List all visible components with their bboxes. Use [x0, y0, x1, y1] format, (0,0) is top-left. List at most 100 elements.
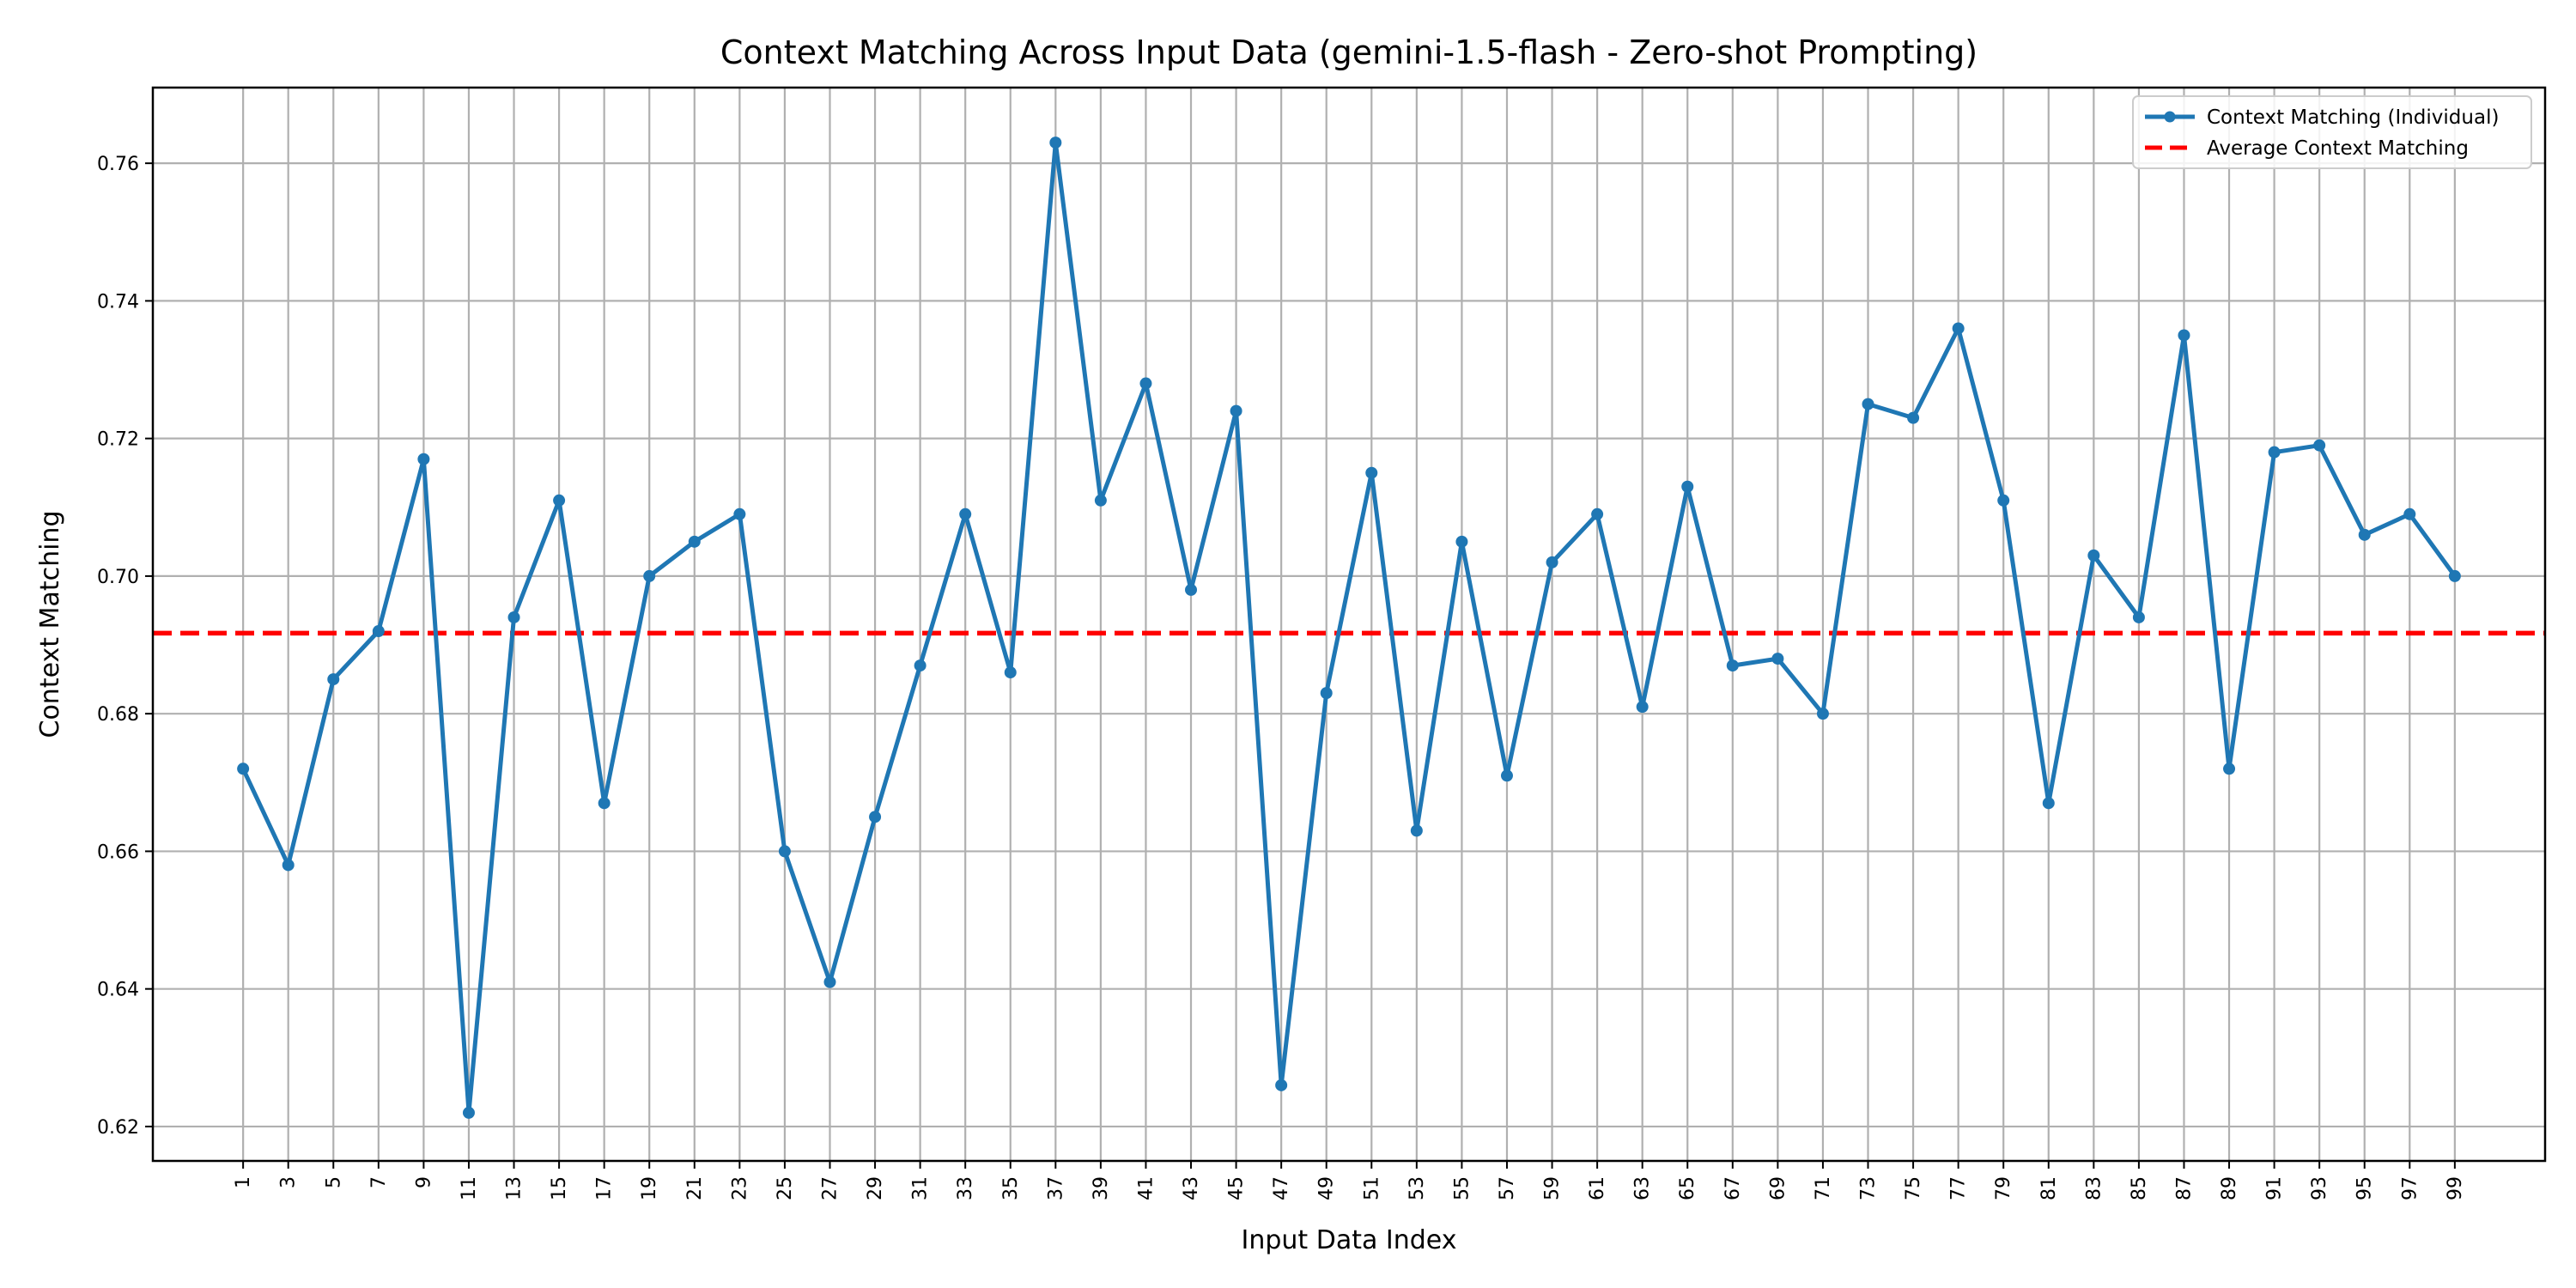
x-tick-label: 35 — [1000, 1176, 1022, 1200]
data-point — [553, 494, 566, 507]
legend-box — [2132, 95, 2532, 169]
legend-label-individual: Context Matching (Individual) — [2207, 106, 2499, 129]
x-tick-label: 11 — [459, 1176, 480, 1200]
x-tick-label: 59 — [1542, 1176, 1564, 1200]
x-tick-label: 95 — [2354, 1176, 2376, 1200]
y-tick-label: 0.74 — [97, 291, 139, 313]
y-tick-label: 0.62 — [97, 1117, 139, 1139]
data-point — [1320, 687, 1333, 700]
x-tick-label: 55 — [1451, 1176, 1473, 1200]
data-point — [1997, 494, 2010, 507]
data-points — [237, 137, 2461, 1119]
x-tick-label: 39 — [1091, 1176, 1112, 1200]
x-tick-label: 9 — [413, 1176, 434, 1188]
data-point — [1681, 480, 1694, 493]
x-tick-label: 17 — [594, 1176, 616, 1200]
y-axis-ticks: 0.62 0.64 0.66 0.68 0.70 0.72 0.74 0.76 — [97, 154, 153, 1139]
data-point — [1365, 466, 1378, 479]
data-point — [1771, 653, 1784, 665]
x-tick-label: 19 — [639, 1176, 660, 1200]
y-axis-label: Context Matching — [35, 511, 65, 738]
x-tick-label: 89 — [2219, 1176, 2240, 1200]
x-tick-label: 67 — [1722, 1176, 1744, 1200]
x-tick-label: 75 — [1903, 1176, 1924, 1200]
data-point — [598, 797, 611, 810]
x-tick-label: 51 — [1361, 1176, 1382, 1200]
x-tick-label: 91 — [2264, 1176, 2286, 1200]
data-point — [1816, 708, 1829, 720]
x-tick-label: 29 — [865, 1176, 886, 1200]
series-line-layer — [240, 140, 2457, 1115]
x-tick-label: 69 — [1767, 1176, 1789, 1200]
x-tick-label: 5 — [323, 1176, 344, 1188]
data-point — [1636, 701, 1649, 714]
data-point — [1862, 398, 1874, 410]
x-tick-label: 87 — [2173, 1176, 2195, 1200]
data-point — [1546, 556, 1558, 568]
x-tick-label: 31 — [910, 1176, 932, 1200]
data-point — [643, 569, 656, 582]
data-point — [2223, 762, 2236, 775]
y-tick-label: 0.64 — [97, 980, 139, 1001]
x-tick-label: 53 — [1406, 1176, 1428, 1200]
plot-area-frame — [151, 86, 2547, 1163]
x-tick-label: 43 — [1181, 1176, 1202, 1200]
data-point — [733, 507, 746, 520]
data-point — [2132, 611, 2145, 623]
data-point — [1952, 322, 1965, 335]
x-tick-label: 25 — [775, 1176, 796, 1200]
data-point — [372, 625, 385, 638]
x-tick-label: 65 — [1677, 1176, 1698, 1200]
x-tick-label: 7 — [368, 1176, 390, 1188]
data-point — [417, 453, 430, 465]
x-tick-label: 1 — [233, 1176, 254, 1188]
data-point — [2042, 797, 2055, 810]
x-tick-label: 93 — [2309, 1176, 2330, 1200]
data-point — [1455, 535, 1468, 548]
x-tick-label: 13 — [504, 1176, 526, 1200]
x-tick-label: 37 — [1045, 1176, 1066, 1200]
data-point — [1230, 404, 1242, 417]
x-tick-label: 49 — [1316, 1176, 1338, 1200]
x-tick-label: 77 — [1948, 1176, 1970, 1200]
x-tick-label: 23 — [729, 1176, 750, 1200]
data-point — [823, 975, 836, 988]
x-tick-label: 63 — [1632, 1176, 1654, 1200]
x-tick-label: 71 — [1813, 1176, 1834, 1200]
x-tick-label: 85 — [2129, 1176, 2150, 1200]
x-tick-label: 41 — [1135, 1176, 1157, 1200]
legend: Context Matching (Individual) Average Co… — [2132, 95, 2532, 169]
data-point — [2403, 507, 2416, 520]
data-point — [1139, 377, 1152, 390]
x-axis-ticks: 1 3 5 7 9 11 13 15 17 19 21 23 25 27 29 31 33 35 37 39 41 43 4… — [233, 1161, 2466, 1200]
data-point — [1410, 824, 1423, 837]
data-point — [2268, 446, 2281, 459]
data-point — [1500, 769, 1513, 782]
x-tick-label: 21 — [684, 1176, 706, 1200]
data-point — [2313, 439, 2326, 452]
chart-title: Context Matching Across Input Data (gemi… — [720, 33, 1978, 71]
y-tick-label: 0.68 — [97, 704, 139, 726]
x-tick-label: 81 — [2038, 1176, 2060, 1200]
x-tick-label: 83 — [2083, 1176, 2105, 1200]
data-point — [507, 611, 520, 623]
y-tick-label: 0.66 — [97, 841, 139, 863]
y-tick-label: 0.70 — [97, 567, 139, 588]
x-tick-label: 45 — [1226, 1176, 1248, 1200]
x-tick-label: 99 — [2445, 1176, 2466, 1200]
x-tick-label: 79 — [1993, 1176, 2014, 1200]
y-tick-label: 0.76 — [97, 154, 139, 175]
data-point — [1907, 411, 1920, 424]
x-tick-label: 47 — [1271, 1176, 1292, 1200]
data-point — [1726, 659, 1739, 672]
data-point — [282, 859, 295, 872]
data-point — [2087, 549, 2100, 562]
legend-marker-individual — [2164, 111, 2176, 123]
data-point — [1094, 494, 1107, 507]
data-point — [688, 535, 701, 548]
data-point — [914, 659, 927, 672]
data-point — [462, 1106, 475, 1119]
x-axis-label: Input Data Index — [1242, 1225, 1457, 1255]
data-point — [237, 762, 250, 775]
